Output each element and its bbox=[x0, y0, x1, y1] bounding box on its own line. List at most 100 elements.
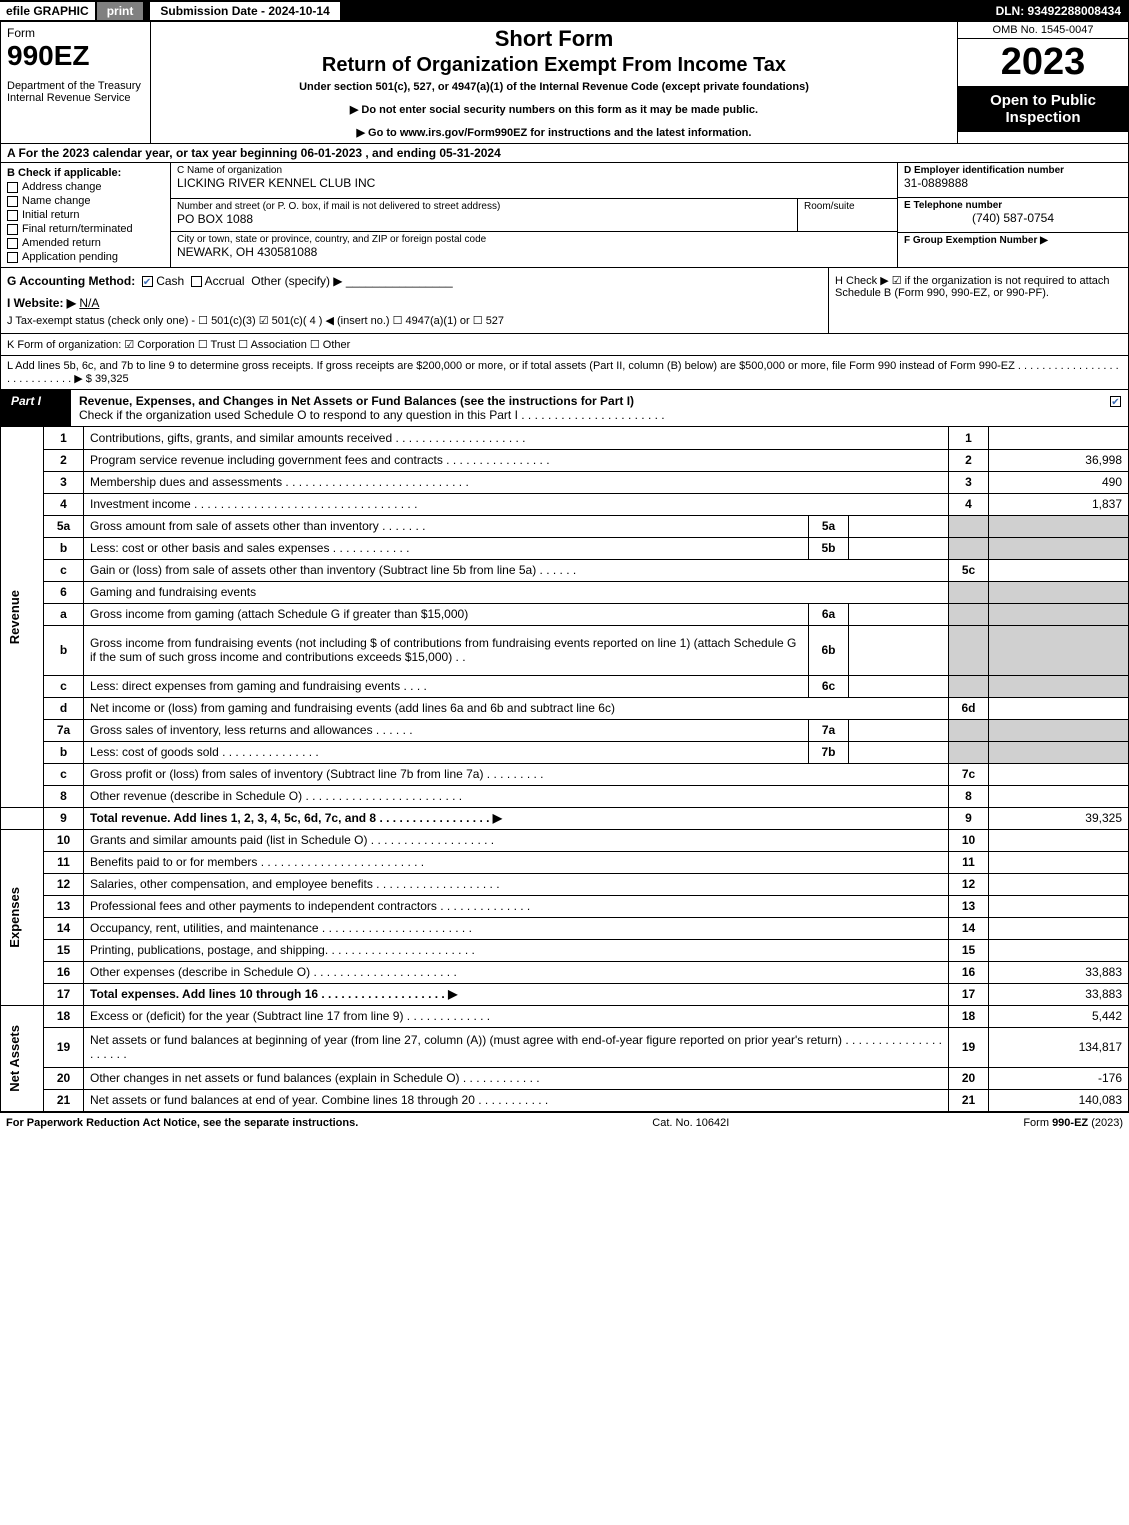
l5a-ref-shaded bbox=[949, 515, 989, 537]
l5c-num: c bbox=[44, 559, 84, 581]
l1-desc: Contributions, gifts, grants, and simila… bbox=[84, 427, 949, 449]
l21-ref: 21 bbox=[949, 1089, 989, 1111]
l18-val: 5,442 bbox=[989, 1005, 1129, 1027]
l5a-desc: Gross amount from sale of assets other t… bbox=[84, 515, 809, 537]
expenses-side-label: Expenses bbox=[7, 887, 22, 948]
tax-year: 2023 bbox=[958, 39, 1128, 86]
l7a-num: 7a bbox=[44, 719, 84, 741]
chk-accrual[interactable] bbox=[191, 276, 202, 287]
form-word: Form bbox=[7, 26, 144, 40]
l6b-subval bbox=[849, 625, 949, 675]
l5a-val-shaded bbox=[989, 515, 1129, 537]
l2-val: 36,998 bbox=[989, 449, 1129, 471]
l6d-ref: 6d bbox=[949, 697, 989, 719]
short-form-title: Short Form bbox=[159, 26, 949, 52]
l5a-subval bbox=[849, 515, 949, 537]
l6d-num: d bbox=[44, 697, 84, 719]
main-title: Return of Organization Exempt From Incom… bbox=[159, 54, 949, 77]
l6b-num: b bbox=[44, 625, 84, 675]
l13-num: 13 bbox=[44, 895, 84, 917]
l21-num: 21 bbox=[44, 1089, 84, 1111]
l14-desc: Occupancy, rent, utilities, and maintena… bbox=[84, 917, 949, 939]
ein-value: 31-0889888 bbox=[904, 176, 1122, 190]
l6-desc: Gaming and fundraising events bbox=[84, 581, 949, 603]
chk-initial-return[interactable] bbox=[7, 210, 18, 221]
top-bar: efile GRAPHIC print Submission Date - 20… bbox=[0, 0, 1129, 22]
footer-left: For Paperwork Reduction Act Notice, see … bbox=[6, 1117, 358, 1129]
room-suite-label: Room/suite bbox=[804, 201, 891, 212]
l10-val bbox=[989, 829, 1129, 851]
l12-ref: 12 bbox=[949, 873, 989, 895]
chk-amended-return[interactable] bbox=[7, 238, 18, 249]
identity-block: B Check if applicable: Address change Na… bbox=[0, 163, 1129, 268]
l6b-sub: 6b bbox=[809, 625, 849, 675]
part1-title: Revenue, Expenses, and Changes in Net As… bbox=[79, 394, 634, 408]
print-button[interactable]: print bbox=[97, 2, 144, 20]
l10-desc: Grants and similar amounts paid (list in… bbox=[84, 829, 949, 851]
chk-application-pending[interactable] bbox=[7, 252, 18, 263]
l6b-desc: Gross income from fundraising events (no… bbox=[84, 625, 809, 675]
l13-ref: 13 bbox=[949, 895, 989, 917]
org-address: PO BOX 1088 bbox=[177, 212, 791, 226]
l19-num: 19 bbox=[44, 1027, 84, 1067]
l6c-subval bbox=[849, 675, 949, 697]
l17-num: 17 bbox=[44, 983, 84, 1005]
goto-link[interactable]: ▶ Go to www.irs.gov/Form990EZ for instru… bbox=[159, 126, 949, 139]
l9-ref: 9 bbox=[949, 807, 989, 829]
submission-date: Submission Date - 2024-10-14 bbox=[149, 1, 340, 21]
l5b-ref-shaded bbox=[949, 537, 989, 559]
l18-ref: 18 bbox=[949, 1005, 989, 1027]
chk-cash[interactable] bbox=[142, 276, 153, 287]
l6c-sub: 6c bbox=[809, 675, 849, 697]
l19-desc: Net assets or fund balances at beginning… bbox=[84, 1027, 949, 1067]
box-c-org-info: C Name of organization LICKING RIVER KEN… bbox=[171, 163, 898, 267]
chk-schedule-o[interactable] bbox=[1110, 396, 1121, 407]
group-exemption-label: F Group Exemption Number ▶ bbox=[904, 235, 1122, 246]
ghij-block: G Accounting Method: Cash Accrual Other … bbox=[0, 268, 1129, 334]
l8-val bbox=[989, 785, 1129, 807]
l17-val: 33,883 bbox=[989, 983, 1129, 1005]
page-footer: For Paperwork Reduction Act Notice, see … bbox=[0, 1112, 1129, 1133]
box-b-label: B Check if applicable: bbox=[7, 167, 164, 179]
l6a-subval bbox=[849, 603, 949, 625]
l18-num: 18 bbox=[44, 1005, 84, 1027]
l20-desc: Other changes in net assets or fund bala… bbox=[84, 1067, 949, 1089]
l6c-desc: Less: direct expenses from gaming and fu… bbox=[84, 675, 809, 697]
chk-address-change[interactable] bbox=[7, 182, 18, 193]
l6d-val bbox=[989, 697, 1129, 719]
g-accrual: Accrual bbox=[205, 274, 245, 288]
l7a-subval bbox=[849, 719, 949, 741]
org-name: LICKING RIVER KENNEL CLUB INC bbox=[177, 176, 891, 190]
g-other: Other (specify) ▶ bbox=[251, 274, 342, 288]
l7b-sub: 7b bbox=[809, 741, 849, 763]
warn-text: ▶ Do not enter social security numbers o… bbox=[159, 103, 949, 116]
l16-val: 33,883 bbox=[989, 961, 1129, 983]
l9-val: 39,325 bbox=[989, 807, 1129, 829]
l7b-num: b bbox=[44, 741, 84, 763]
l6b-val-shaded bbox=[989, 625, 1129, 675]
l6c-ref-shaded bbox=[949, 675, 989, 697]
l15-ref: 15 bbox=[949, 939, 989, 961]
l21-val: 140,083 bbox=[989, 1089, 1129, 1111]
chk-name-change[interactable] bbox=[7, 196, 18, 207]
form-number: 990EZ bbox=[7, 40, 144, 72]
l5b-desc: Less: cost or other basis and sales expe… bbox=[84, 537, 809, 559]
l9-num: 9 bbox=[44, 807, 84, 829]
l16-desc: Other expenses (describe in Schedule O) … bbox=[84, 961, 949, 983]
form-header-center: Short Form Return of Organization Exempt… bbox=[151, 22, 958, 143]
chk-label-final: Final return/terminated bbox=[22, 223, 133, 235]
l20-num: 20 bbox=[44, 1067, 84, 1089]
l15-num: 15 bbox=[44, 939, 84, 961]
l14-ref: 14 bbox=[949, 917, 989, 939]
phone-label: E Telephone number bbox=[904, 200, 1122, 211]
l10-num: 10 bbox=[44, 829, 84, 851]
chk-final-return[interactable] bbox=[7, 224, 18, 235]
l6a-ref-shaded bbox=[949, 603, 989, 625]
l7c-val bbox=[989, 763, 1129, 785]
l3-val: 490 bbox=[989, 471, 1129, 493]
l1-ref: 1 bbox=[949, 427, 989, 449]
netassets-side-label: Net Assets bbox=[7, 1025, 22, 1092]
line-i-website: I Website: ▶ N/A bbox=[7, 296, 822, 310]
city-label: City or town, state or province, country… bbox=[177, 234, 891, 245]
l1-num: 1 bbox=[44, 427, 84, 449]
